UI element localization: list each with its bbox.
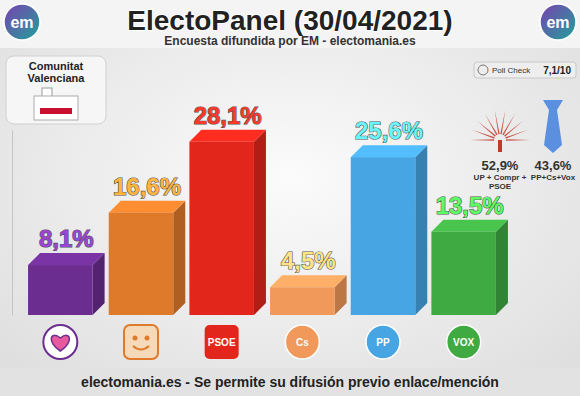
poll-check: Poll Check 7,1/10 — [474, 62, 576, 78]
subtitle: Encuesta difundida por EM - electomania.… — [164, 34, 416, 48]
ballot-stripe — [40, 108, 72, 114]
bar-side — [415, 145, 427, 315]
bloc-value: 52,9% — [482, 158, 519, 173]
icon-bg — [205, 325, 239, 359]
party-icon — [124, 325, 158, 359]
bar-top — [431, 220, 508, 232]
footer: electomania.es - Se permite su difusión … — [81, 374, 499, 390]
icon-bg — [285, 325, 319, 359]
bloc-icon — [505, 130, 528, 139]
x-tick-label: Cs — [296, 337, 309, 348]
logo-circle — [540, 4, 576, 40]
x-tick-label: PP — [376, 337, 390, 348]
x-tick-label: VOX — [453, 337, 474, 348]
poll-check-score: 7,1/10 — [543, 65, 571, 76]
bar-top — [189, 130, 266, 142]
header-band — [0, 0, 580, 48]
bar-side — [254, 130, 266, 315]
bloc-icon — [543, 100, 563, 110]
logo-circle — [4, 4, 40, 40]
icon-eye — [145, 336, 150, 341]
icon-eye — [133, 336, 138, 341]
party-icon — [447, 325, 481, 359]
poll-check-icon — [478, 65, 488, 75]
region-label: ComunitatValenciana — [28, 60, 86, 84]
bar-top — [270, 275, 347, 287]
footer-band — [0, 368, 580, 396]
y-axis — [12, 131, 13, 316]
bloc-icon — [485, 114, 498, 135]
data-label: 8,1% — [39, 225, 94, 252]
bloc-icon — [500, 110, 505, 134]
icon-bg — [43, 325, 77, 359]
x-axis: PSOE Cs PP VOX — [60, 337, 474, 348]
background — [0, 0, 580, 396]
data-label: 4,5% — [281, 247, 336, 274]
icon-bg — [447, 325, 481, 359]
bar-top — [109, 201, 186, 213]
region-box: ComunitatValenciana — [6, 56, 106, 124]
logo: em — [4, 4, 40, 40]
bar-group — [28, 253, 105, 315]
bar — [351, 157, 416, 315]
bar — [28, 265, 93, 315]
bloc-icon — [504, 121, 523, 137]
bloc-icon — [506, 139, 530, 140]
bar-top — [351, 145, 428, 157]
x-tick: VOX — [453, 337, 474, 348]
x-tick-label: PSOE — [208, 337, 236, 348]
bloc-label: PP+Cs+Vox — [531, 173, 576, 182]
bloc-icon — [472, 130, 495, 139]
party-icon — [366, 325, 400, 359]
bar-top — [28, 253, 105, 265]
bars — [28, 130, 508, 315]
poll-check-label: Poll Check — [492, 66, 531, 75]
bloc-icon — [544, 110, 562, 153]
chart-container: ElectoPanel (30/04/2021)Encuesta difundi… — [0, 0, 580, 396]
logo-text: em — [10, 14, 33, 31]
bar — [270, 287, 335, 315]
x-tick: PSOE — [208, 337, 236, 348]
bloc: 43,6%PP+Cs+Vox — [531, 100, 576, 182]
party-icon — [43, 325, 77, 359]
bloc-icon — [470, 139, 494, 140]
bar-group — [109, 201, 186, 315]
bar-group — [351, 145, 428, 315]
region-box-bg — [6, 56, 106, 124]
party-icon — [285, 325, 319, 359]
title: ElectoPanel (30/04/2021) — [127, 5, 452, 36]
bar-group — [431, 220, 508, 315]
bloc-icon — [495, 110, 500, 134]
data-label: 13,5% — [436, 192, 504, 219]
logo-text: em — [546, 14, 569, 31]
icon-smile — [133, 346, 149, 350]
ballot-box — [34, 96, 78, 120]
bloc-icon — [498, 140, 502, 152]
bar — [109, 213, 174, 315]
icon-heart — [51, 335, 69, 351]
party-icon — [205, 325, 239, 359]
bar-side — [173, 201, 185, 315]
data-label: 16,6% — [113, 173, 181, 200]
y-axis-line — [12, 131, 13, 316]
bar-side — [496, 220, 508, 315]
icon-bg — [366, 325, 400, 359]
x-tick: Cs — [296, 337, 309, 348]
poll-check-bg — [474, 62, 576, 78]
chart-svg: ElectoPanel (30/04/2021)Encuesta difundi… — [0, 0, 580, 396]
bloc-value: 43,6% — [535, 158, 572, 173]
bloc-label: UP + Compr +PSOE — [474, 173, 527, 191]
x-tick: PP — [376, 337, 390, 348]
icon-bg — [124, 325, 158, 359]
data-label: 28,1% — [194, 102, 262, 129]
data-label: 25,6% — [355, 117, 423, 144]
bloc: 52,9%UP + Compr +PSOE — [470, 110, 530, 191]
bar — [431, 232, 496, 315]
bar-group — [189, 130, 266, 315]
bar-group — [270, 275, 347, 315]
logo: em — [540, 4, 576, 40]
bar — [189, 142, 254, 315]
party-icons — [43, 325, 480, 359]
data-labels: 8,1% 16,6% 28,1% 4,5% 25,6% 13,5% — [39, 102, 504, 275]
